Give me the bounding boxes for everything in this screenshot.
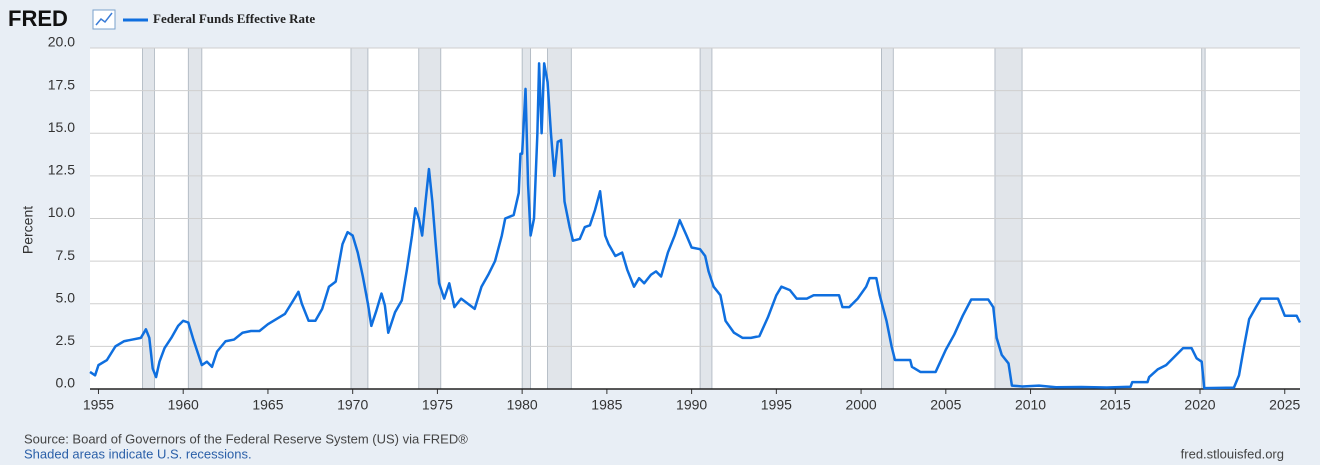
x-tick-label: 2010 [1015, 397, 1046, 413]
logo: FRED [8, 6, 68, 31]
y-tick-label: 7.5 [56, 247, 76, 263]
x-tick-label: 2020 [1184, 397, 1215, 413]
x-tick-label: 2000 [846, 397, 877, 413]
x-tick-label: 1995 [761, 397, 792, 413]
x-tick-label: 2005 [930, 397, 961, 413]
y-tick-label: 17.5 [48, 76, 75, 92]
x-tick-label: 1985 [591, 397, 622, 413]
x-tick-label: 1975 [422, 397, 453, 413]
x-tick-label: 1960 [168, 397, 199, 413]
site-url[interactable]: fred.stlouisfed.org [1181, 446, 1284, 461]
y-tick-label: 15.0 [48, 119, 75, 135]
source: Source: Board of Governors of the Federa… [24, 431, 468, 446]
recession-note[interactable]: Shaded areas indicate U.S. recessions. [24, 446, 252, 461]
y-tick-label: 5.0 [56, 289, 76, 305]
x-tick-label: 1965 [252, 397, 283, 413]
y-tick-label: 0.0 [56, 375, 76, 391]
x-tick-label: 1990 [676, 397, 707, 413]
series-line [89, 62, 1302, 390]
x-tick-label: 1970 [337, 397, 368, 413]
y-axis-label: Percent [20, 206, 36, 254]
y-tick-label: 12.5 [48, 162, 75, 178]
y-tick-label: 20.0 [48, 34, 75, 50]
legend-label: Federal Funds Effective Rate [153, 11, 315, 26]
logo-icon [92, 9, 116, 30]
x-tick-label: 2015 [1100, 397, 1131, 413]
x-tick-label: 2025 [1269, 397, 1300, 413]
y-tick-label: 10.0 [48, 204, 75, 220]
x-tick-label: 1955 [83, 397, 114, 413]
y-tick-label: 2.5 [56, 332, 76, 348]
x-tick-label: 1980 [507, 397, 538, 413]
